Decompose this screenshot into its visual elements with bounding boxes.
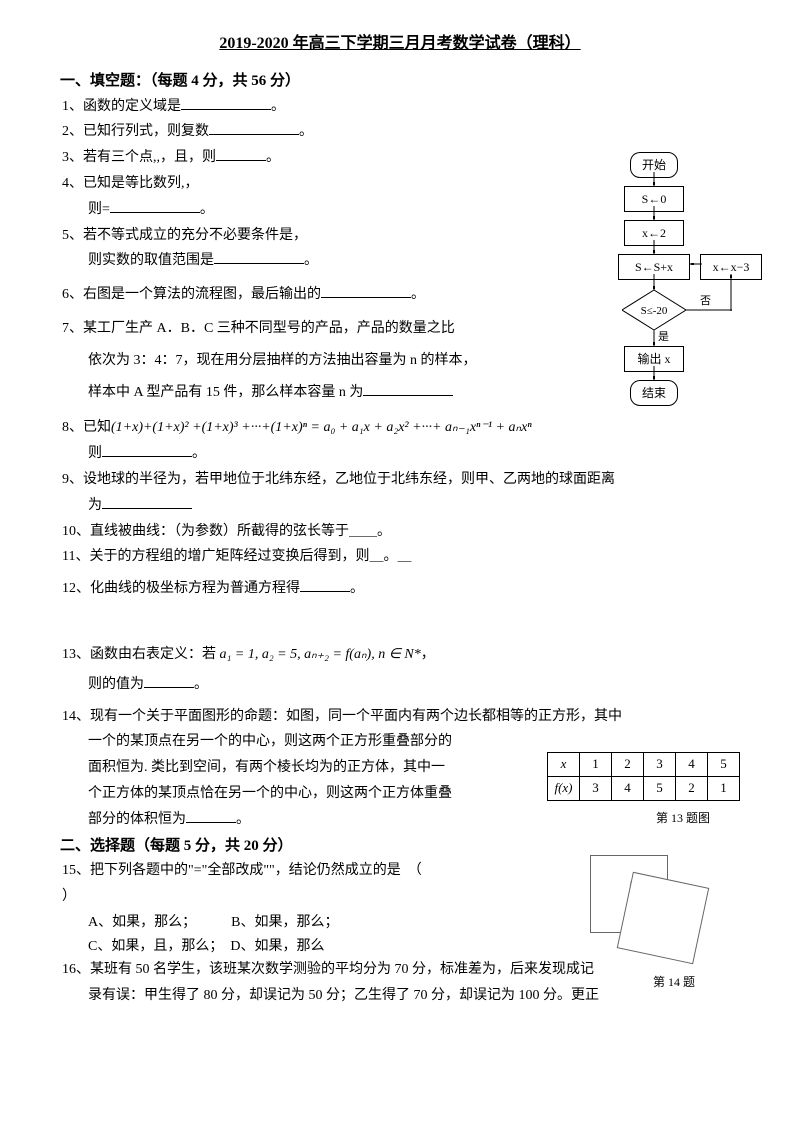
q4a: 4、已知是等比数列,， bbox=[62, 176, 199, 191]
q14b: 一个的某顶点在另一个的中心，则这两个正方形重叠部分的 bbox=[60, 730, 500, 754]
cell: f(x) bbox=[548, 777, 580, 801]
fc-cond: S≤-20 bbox=[622, 290, 686, 330]
cell: 1 bbox=[708, 777, 740, 801]
q13a: 13、函数由右表定义：若 bbox=[62, 647, 220, 662]
fc-no: 否 bbox=[700, 292, 711, 311]
cell: 4 bbox=[676, 753, 708, 777]
cell: 3 bbox=[580, 777, 612, 801]
q14a: 14、现有一个关于平面图形的命题：如图，同一个平面内有两个边长都相等的正方形，其… bbox=[60, 705, 740, 729]
exam-title: 2019-2020 年高三下学期三月月考数学试卷（理科） bbox=[60, 30, 740, 57]
opt-b: B、如果，那么； bbox=[231, 915, 338, 930]
table-row: f(x) 3 4 5 2 1 bbox=[548, 777, 740, 801]
q7c-text: 样本中 A 型产品有 15 件，那么样本容量 n 为 bbox=[88, 385, 363, 400]
blank bbox=[214, 250, 304, 264]
q5b-text: 则实数的取值范围是 bbox=[88, 253, 214, 268]
caption-13: 第 13 题图 bbox=[656, 808, 710, 828]
q9: 9、设地球的半径为，若甲地位于北纬东经，乙地位于北纬东经，则甲、乙两地的球面距离 bbox=[60, 468, 740, 492]
q14c: 面积恒为. 类比到空间，有两个棱长均为的正方体，其中一 bbox=[60, 756, 500, 780]
q14e: 部分的体积恒为。 bbox=[60, 808, 740, 832]
q10: 10、直线被曲线：（为参数）所截得的弦长等于＿＿。 bbox=[60, 520, 740, 544]
q7c: 样本中 A 型产品有 15 件，那么样本容量 n 为 bbox=[60, 381, 500, 405]
cell: 5 bbox=[644, 777, 676, 801]
q13f: a₁ = 1, a₂ = 5, aₙ₊₂ = f(aₙ), n ∈ N* bbox=[220, 647, 421, 662]
blank bbox=[186, 809, 236, 823]
q8-formula: (1+x)+(1+x)² +(1+x)³ +···+(1+x)ⁿ = a₀ + … bbox=[111, 420, 532, 435]
blank bbox=[216, 147, 266, 161]
section-1-head: 一、填空题：（每题 4 分，共 56 分） bbox=[60, 69, 740, 95]
q8a-text: 8、已知 bbox=[62, 420, 111, 435]
q7b: 依次为 3：4：7，现在用分层抽样的方法抽出容量为 n 的样本， bbox=[60, 349, 500, 373]
blank bbox=[102, 495, 192, 509]
q1: 1、函数的定义域是。 bbox=[60, 95, 740, 119]
q7b-text: 依次为 3：4：7，现在用分层抽样的方法抽出容量为 n 的样本， bbox=[88, 353, 477, 368]
q14d: 个正方体的某顶点恰在另一个的中心，则这两个正方体重叠 bbox=[60, 782, 500, 806]
q8: 8、已知(1+x)+(1+x)² +(1+x)³ +···+(1+x)ⁿ = a… bbox=[60, 416, 740, 440]
q4b-text: 则= bbox=[88, 202, 110, 217]
q2: 2、已知行列式，则复数。 bbox=[60, 120, 740, 144]
q14e-text: 部分的体积恒为 bbox=[88, 812, 186, 827]
q13: 13、函数由右表定义：若 a₁ = 1, a₂ = 5, aₙ₊₂ = f(aₙ… bbox=[60, 643, 480, 667]
cell: x bbox=[548, 753, 580, 777]
blank bbox=[363, 382, 453, 396]
blank bbox=[209, 121, 299, 135]
q9b: 为 bbox=[60, 494, 740, 518]
cell: 4 bbox=[612, 777, 644, 801]
q13-table: x 1 2 3 4 5 f(x) 3 4 5 2 1 bbox=[547, 752, 740, 801]
squares-figure bbox=[590, 855, 720, 965]
q5a: 5、若不等式成立的充分不必要条件是， bbox=[62, 228, 307, 243]
q8b-text: 则 bbox=[88, 446, 102, 461]
fc-yes: 是 bbox=[658, 328, 669, 347]
cell: 5 bbox=[708, 753, 740, 777]
q13c: 则的值为。 bbox=[60, 673, 740, 697]
q8b: 则。 bbox=[60, 442, 740, 466]
blank bbox=[181, 96, 271, 110]
cell: 2 bbox=[612, 753, 644, 777]
blank bbox=[321, 284, 411, 298]
q16b: 录有误：甲生得了 80 分，却误记为 50 分；乙生得了 70 分，却误记为 1… bbox=[60, 984, 740, 1008]
q11: 11、关于的方程组的增广矩阵经过变换后得到，则＿。＿ bbox=[60, 545, 740, 569]
q5: 5、若不等式成立的充分不必要条件是， bbox=[60, 224, 500, 248]
blank bbox=[110, 199, 200, 213]
blank bbox=[300, 578, 350, 592]
q9b-text: 为 bbox=[88, 498, 102, 513]
caption-14: 第 14 题 bbox=[653, 972, 695, 992]
fc-end: 结束 bbox=[630, 380, 678, 406]
square-2 bbox=[617, 872, 710, 965]
q7a: 7、某工厂生产 A．B．C 三种不同型号的产品，产品的数量之比 bbox=[60, 317, 500, 341]
q13c-text: 则的值为 bbox=[88, 677, 144, 692]
cell: 1 bbox=[580, 753, 612, 777]
q3-text: 3、若有三个点,,，且，则 bbox=[62, 150, 216, 165]
blank bbox=[144, 674, 194, 688]
opt-d: D、如果，那么 bbox=[230, 939, 324, 954]
q13comma: ， bbox=[421, 647, 435, 662]
q12: 12、化曲线的极坐标方程为普通方程得。 bbox=[60, 577, 740, 601]
opt-a: A、如果，那么； bbox=[88, 915, 189, 930]
blank bbox=[102, 443, 192, 457]
cell: 3 bbox=[644, 753, 676, 777]
q1-text: 1、函数的定义域是 bbox=[62, 99, 181, 114]
cell: 2 bbox=[676, 777, 708, 801]
q9a-text: 9、设地球的半径为，若甲地位于北纬东经，乙地位于北纬东经，则甲、乙两地的球面距离 bbox=[62, 472, 615, 487]
opt-c: C、如果，且，那么； bbox=[88, 939, 216, 954]
fc-cond-text: S≤-20 bbox=[622, 302, 686, 321]
q2-text: 2、已知行列式，则复数 bbox=[62, 124, 209, 139]
q12-text: 12、化曲线的极坐标方程为普通方程得 bbox=[62, 581, 300, 596]
q6-text: 6、右图是一个算法的流程图，最后输出的 bbox=[62, 287, 321, 302]
table-row: x 1 2 3 4 5 bbox=[548, 753, 740, 777]
q7a-text: 7、某工厂生产 A．B．C 三种不同型号的产品，产品的数量之比 bbox=[62, 321, 455, 336]
